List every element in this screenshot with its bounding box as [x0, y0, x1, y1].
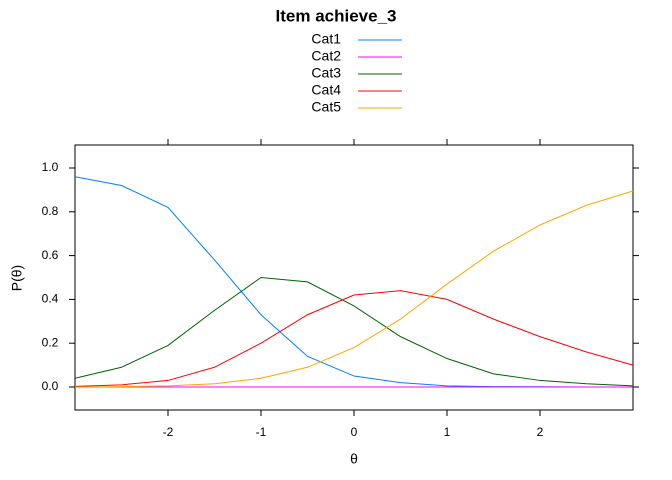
x-tick-label: -2 — [163, 425, 174, 439]
y-tick-label: 0.2 — [42, 335, 59, 349]
series-line — [74, 190, 634, 388]
y-tick-label: 0.8 — [42, 204, 59, 218]
x-tick-label: 0 — [351, 425, 358, 439]
x-tick-label: 2 — [537, 425, 544, 439]
plot-frame — [74, 144, 634, 411]
x-tick-label: -1 — [256, 425, 267, 439]
legend-label: Cat2 — [311, 48, 341, 64]
y-tick-label: 0.4 — [42, 292, 59, 306]
series-line — [74, 276, 634, 387]
legend-label: Cat4 — [311, 82, 341, 98]
y-tick-label: 0.0 — [42, 379, 59, 393]
chart-title: Item achieve_3 — [276, 6, 397, 25]
legend-label: Cat5 — [311, 99, 341, 115]
legend-label: Cat3 — [311, 65, 341, 81]
x-axis-label: θ — [350, 451, 358, 467]
y-axis-label: P(θ) — [9, 265, 25, 291]
y-tick-label: 0.6 — [42, 248, 59, 262]
series-line — [74, 290, 634, 387]
series-line — [74, 176, 633, 388]
legend-label: Cat1 — [311, 31, 341, 47]
x-tick-label: 1 — [444, 425, 451, 439]
y-tick-label: 1.0 — [42, 160, 59, 174]
